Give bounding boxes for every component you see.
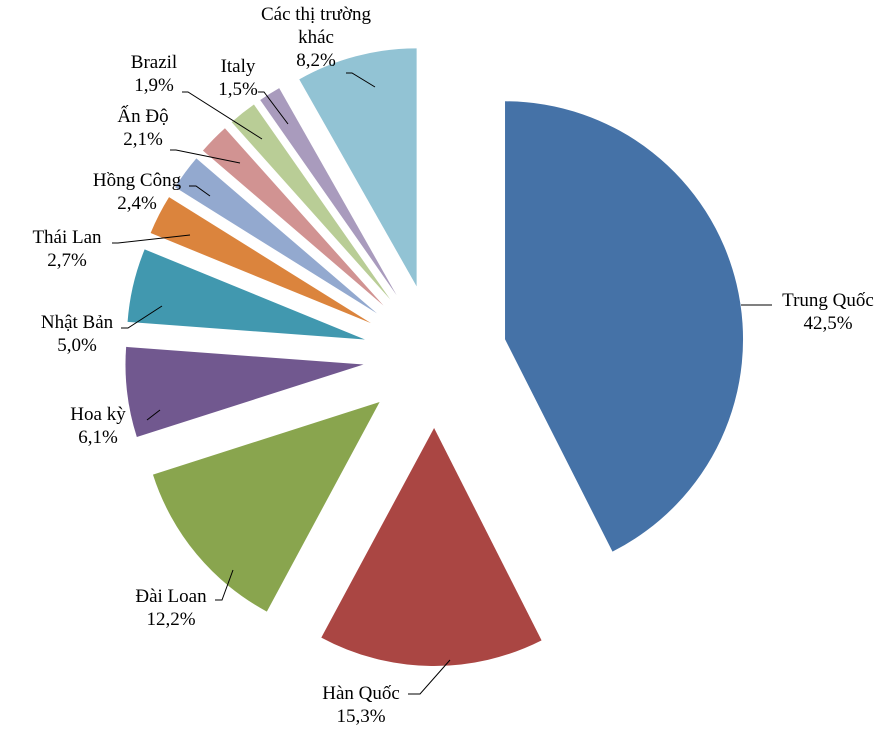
slice-label-cac-thi-truong-khac: Các thị trường khác 8,2% [261, 4, 372, 71]
slice-brazil [231, 104, 391, 300]
leader-line-italy [258, 91, 289, 125]
slice-label-italy: Italy 1,5% [218, 56, 258, 100]
slice-hoa-ky [125, 346, 364, 438]
leader-line-thai-lan [112, 234, 191, 244]
pie-slices [125, 48, 744, 666]
leader-line-hoa-ky [146, 409, 161, 421]
slice-label-an-do: Ấn Độ 2,1% [117, 105, 168, 150]
slice-han-quoc [321, 427, 542, 666]
slice-thai-lan [150, 197, 371, 324]
leader-line-dai-loan [215, 569, 234, 601]
slice-label-thai-lan: Thái Lan 2,7% [32, 227, 102, 271]
slice-an-do [202, 128, 384, 306]
leader-line-an-do [170, 149, 241, 164]
slice-label-dai-loan: Đài Loan 12,2% [135, 586, 207, 630]
leader-line-nhat-ban [121, 305, 163, 329]
slice-label-trung-quoc: Trung Quốc 42,5% [782, 290, 874, 334]
leader-line-cac-thi-truong-khac [346, 72, 376, 88]
slice-trung-quoc [505, 101, 744, 552]
slice-label-hoa-ky: Hoa kỳ 6,1% [70, 404, 126, 448]
slice-label-brazil: Brazil 1,9% [131, 52, 177, 96]
leader-lines [112, 72, 772, 695]
slice-label-nhat-ban: Nhật Bản 5,0% [41, 312, 114, 356]
slice-labels: Trung Quốc 42,5% Hàn Quốc 15,3% Đài Loan 12,2… [32, 4, 873, 727]
slice-label-hong-cong: Hồng Công 2,4% [93, 170, 182, 214]
leader-line-han-quoc [408, 659, 451, 695]
slice-italy [260, 88, 397, 296]
slice-dai-loan [152, 402, 380, 612]
slice-hong-cong [175, 158, 377, 314]
slice-nhat-ban [127, 249, 365, 340]
leader-line-brazil [182, 91, 263, 140]
leader-line-hong-cong [189, 185, 211, 197]
slice-cac-thi-truong-khac [299, 48, 417, 287]
slice-label-han-quoc: Hàn Quốc 15,3% [322, 683, 400, 727]
